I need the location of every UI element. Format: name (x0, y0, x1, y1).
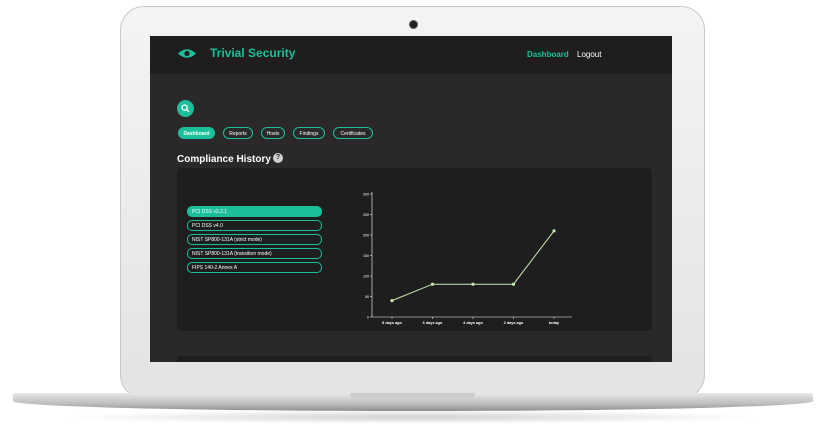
y-tick-label: 200 (363, 234, 369, 238)
y-tick-label: 0 (367, 316, 369, 320)
standard-nist-transition[interactable]: NIST SP800-131A (transition mode) (187, 248, 322, 259)
search-icon (181, 104, 190, 113)
brand-name: Trivial Security (210, 46, 296, 60)
top-navbar: Trivial Security Dashboard Logout (150, 36, 672, 74)
x-tick-label: 6 days ago (423, 321, 443, 325)
compliance-chart: 0 50 100 150 200 250 300 8 days ago 6 days ago 4 … (363, 192, 572, 325)
y-tick-label: 100 (363, 275, 369, 279)
section-title: Compliance History (177, 154, 271, 165)
data-point (471, 282, 475, 286)
next-panel-edge (177, 356, 652, 362)
data-point (390, 299, 394, 303)
search-button[interactable] (177, 100, 194, 117)
data-point (552, 229, 556, 233)
laptop-shadow (60, 410, 765, 424)
data-point (511, 282, 516, 286)
x-tick-label: 4 days ago (463, 321, 483, 325)
nav-logout-link[interactable]: Logout (577, 50, 602, 59)
y-tick-label: 150 (363, 254, 369, 258)
standard-nist-strict[interactable]: NIST SP800-131A (strict mode) (187, 234, 322, 245)
x-tick-label: 8 days ago (382, 321, 402, 325)
standard-list: PCI DSS v3.2.1 PCI DSS v4.0 NIST SP800-1… (187, 206, 322, 276)
tab-hosts[interactable]: Hosts (261, 127, 285, 139)
compliance-panel (177, 168, 652, 331)
tab-findings[interactable]: Findings (293, 127, 325, 139)
laptop-base (13, 393, 813, 411)
tab-reports[interactable]: Reports (223, 127, 253, 139)
nav-dashboard-link[interactable]: Dashboard (527, 50, 569, 59)
y-tick-label: 300 (363, 193, 369, 197)
data-point (430, 282, 435, 286)
standard-pci-dss-321[interactable]: PCI DSS v3.2.1 (187, 206, 322, 217)
laptop-base-notch (350, 393, 475, 399)
series-line (391, 230, 555, 302)
app-screen: Trivial Security Dashboard Logout Dashbo… (150, 36, 672, 362)
standard-fips-140-2[interactable]: FIPS 140-2 Annex A (187, 262, 322, 273)
x-tick-label: 2 days ago (504, 321, 524, 325)
tab-dashboard[interactable]: Dashboard (178, 127, 215, 139)
y-tick-label: 250 (363, 213, 369, 217)
eye-icon (178, 49, 196, 58)
tab-certificates[interactable]: Certificates (333, 127, 373, 139)
x-tick-label: today (549, 321, 560, 325)
y-tick-label: 50 (365, 295, 369, 299)
webcam (409, 20, 418, 29)
question-icon[interactable]: ? (273, 153, 283, 163)
standard-pci-dss-40[interactable]: PCI DSS v4.0 (187, 220, 322, 231)
